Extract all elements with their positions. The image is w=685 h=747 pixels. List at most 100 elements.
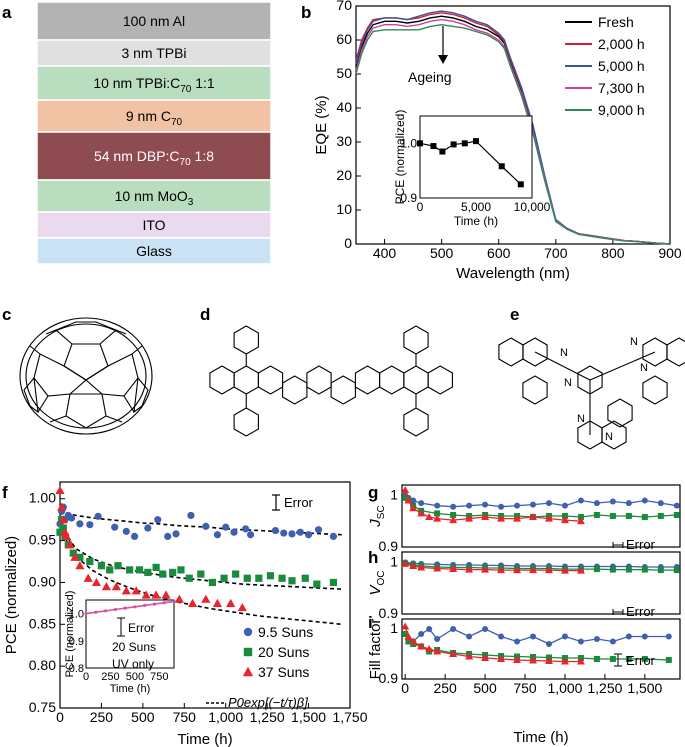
g-point-2: [544, 514, 553, 522]
h-line-0: [405, 561, 677, 568]
f-inset-ytick-label: 0.8: [69, 663, 84, 675]
f-point-95Suns: [304, 531, 313, 539]
layer-label-3: 9 nm C70: [126, 108, 183, 128]
pce-chart: 0.750.800.850.900.951.000 250 500 750 1,000 1…: [3, 481, 368, 747]
panel-label-e: e: [510, 305, 519, 324]
f-fit-2: [59, 511, 342, 626]
h-point-2: [560, 566, 569, 574]
h-point-1: [641, 566, 648, 573]
i-point-2: [560, 657, 569, 665]
h-point-2: [497, 566, 506, 574]
f-point-37Suns: [70, 552, 80, 561]
dbp-ring-2: [257, 365, 284, 395]
f-ytick-label: 0.95: [29, 532, 56, 548]
i-point-0: [434, 636, 441, 642]
i-ytick-label: 0.9: [379, 670, 399, 686]
f-point-95Suns: [187, 511, 195, 520]
i-point-2: [401, 622, 410, 630]
device-layer-stack: 100 nm Al 3 nm TPBi 10 nm TPBi:C70 1:1 9 nm…: [36, 1, 272, 265]
f-point-95Suns: [111, 523, 119, 531]
layer-label-7: Glass: [136, 243, 172, 259]
f-point-95Suns: [271, 526, 280, 535]
f-point-37Suns: [65, 540, 75, 549]
b-inset-ytick-label: 1.0: [400, 136, 417, 150]
dbp-ring-1: [233, 365, 259, 395]
f-point-20Suns: [144, 568, 152, 576]
g-point-2: [513, 514, 522, 522]
f-xtick-label: 1,750: [332, 709, 367, 725]
i-point-1: [665, 657, 672, 663]
tpbi-molecule-structure: N N N N N N: [498, 336, 685, 450]
h-point-2: [544, 566, 553, 574]
h-point-2: [513, 566, 522, 574]
i-point-0: [665, 633, 672, 640]
f-point-95Suns: [296, 528, 304, 536]
f-point-95Suns: [164, 532, 172, 541]
f-point-95Suns: [130, 532, 139, 541]
i-point-0: [641, 633, 648, 640]
h-point-1: [593, 566, 600, 573]
i-xtick-label: 1,250: [587, 680, 622, 696]
i-point-2: [404, 632, 413, 640]
i-frame: [401, 618, 681, 680]
g-point-2: [560, 516, 569, 524]
ageing-arrow-head: [438, 55, 448, 64]
f-point-20Suns: [220, 574, 228, 582]
layer-label-5: 10 nm MoO3: [115, 188, 194, 208]
i-point-1: [405, 638, 412, 645]
b-inset-xtick-label: 5,000: [461, 200, 491, 214]
f-legend-marker-1: [243, 647, 253, 657]
f-point-37Suns: [161, 590, 171, 599]
h-point-2: [401, 559, 410, 567]
f-point-37Suns: [151, 590, 161, 599]
f-point-37Suns: [111, 582, 121, 591]
dbp-ring-6: [354, 365, 381, 395]
f-ytick-label: 1.00: [29, 490, 56, 506]
g-point-1: [593, 511, 600, 518]
b-legend-label-0: Fresh: [598, 14, 634, 30]
tpbi-fused-ring-0: [498, 337, 524, 367]
f-point-37Suns: [75, 561, 85, 570]
g-point-2: [465, 514, 474, 522]
f-xtick-label: 750: [173, 709, 197, 725]
dbp-ring-4: [306, 365, 332, 395]
panel-label-g: g: [368, 483, 378, 502]
b-inset-point: [498, 163, 505, 170]
i-point-1: [402, 631, 409, 637]
g-point-0: [514, 502, 521, 509]
b-ytick-label: 70: [336, 0, 352, 13]
h-point-2: [465, 565, 474, 573]
panel-label-i: i: [368, 613, 373, 632]
f-point-20Suns: [86, 557, 94, 566]
b-xtick-label: 900: [658, 245, 682, 261]
f-inset-xtick-label: 250: [101, 671, 119, 683]
i-ytick-label: 1: [390, 620, 398, 636]
b-series-4: [355, 23, 671, 245]
b-xtick-label: 600: [487, 245, 511, 261]
i-point-0: [609, 638, 616, 645]
tpbi-phenyl-ring-1: [642, 375, 668, 405]
f-point-37Suns: [57, 502, 67, 511]
layer-rect-7: [36, 237, 272, 265]
f-point-95Suns: [86, 521, 94, 529]
g-error-label: Error: [626, 537, 656, 552]
c70-fullerene-structure: [19, 317, 153, 435]
h-ytick-label: 1: [390, 553, 398, 569]
f-inset-point: [133, 605, 137, 609]
i-point-0: [530, 633, 537, 640]
f-point-20Suns: [197, 570, 205, 578]
f-inset-line: [85, 600, 175, 615]
dbp-ring-8: [403, 365, 429, 395]
i-xtick-label: 250: [433, 680, 457, 696]
f-inset-uv-label: UV only: [112, 657, 154, 671]
f-legend-label-0: 9.5 Suns: [258, 624, 313, 640]
f-point-20Suns: [185, 574, 193, 582]
b-ylabel: EQE (%): [313, 95, 330, 154]
f-point-95Suns: [242, 525, 250, 533]
i-ylabel: Fill factor: [367, 619, 384, 680]
g-line-1: [404, 497, 677, 518]
tpbi-nitrogen-5: N: [605, 431, 613, 443]
f-point-95Suns: [144, 524, 152, 532]
